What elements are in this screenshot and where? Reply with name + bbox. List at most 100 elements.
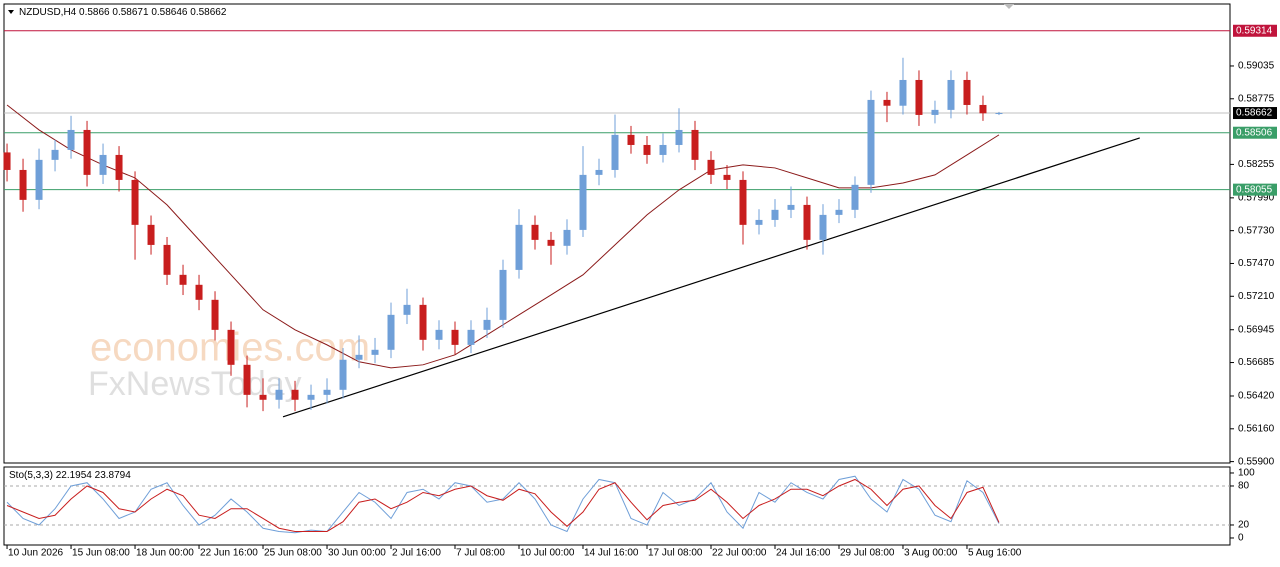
candle-body: [883, 99, 891, 106]
x-tick-label: 17 Jul 08:00: [648, 548, 703, 559]
price-tag: [1233, 107, 1277, 120]
candle-body: [35, 159, 43, 200]
candle-body: [547, 239, 555, 246]
y-tick-label: 0.56685: [1238, 357, 1275, 368]
level-label: 0.59314: [1236, 25, 1273, 36]
candle-body: [339, 359, 347, 390]
level-tag: [1233, 183, 1277, 196]
candle-body: [835, 209, 843, 215]
candle-body: [115, 154, 123, 180]
candle-body: [67, 129, 75, 150]
candle-body: [83, 129, 91, 175]
candle-body: [803, 204, 811, 240]
candle-body: [419, 304, 427, 340]
candle-body: [995, 113, 1003, 115]
y-tick-label: 0.57470: [1238, 258, 1275, 269]
candle-body: [291, 389, 299, 400]
y-tick-label: 0.56160: [1238, 423, 1275, 434]
candle-body: [739, 179, 747, 225]
candle-body: [227, 329, 235, 365]
x-tick-label: 24 Jul 16:00: [776, 548, 831, 559]
candle-body: [867, 99, 875, 185]
candle-body: [403, 304, 411, 315]
candle-body: [275, 389, 283, 400]
low: 0.58646: [151, 7, 188, 18]
candle-body: [723, 174, 731, 180]
candle-body: [515, 224, 523, 270]
stoch-line: [6, 478, 1000, 532]
x-tick-label: 3 Aug 00:00: [904, 548, 958, 559]
candle-body: [675, 129, 683, 145]
symbol: NZDUSD,H4: [19, 7, 77, 18]
trendline: [282, 137, 1140, 418]
high: 0.58671: [112, 7, 149, 18]
x-tick-label: 15 Jun 08:00: [72, 548, 130, 559]
candle-body: [819, 214, 827, 240]
stoch-tick-label: 20: [1238, 520, 1250, 531]
d-value: 23.8794: [95, 470, 132, 481]
menu-arrow[interactable]: [8, 10, 14, 14]
candle-body: [3, 152, 11, 170]
candle-body: [755, 219, 763, 225]
candle-body: [707, 159, 715, 175]
candle-body: [643, 144, 651, 155]
candle-body: [771, 209, 779, 220]
x-tick-label: 18 Jun 00:00: [136, 548, 194, 559]
candle-body: [963, 79, 971, 105]
candle-body: [19, 169, 27, 200]
stochastic-header: Sto(5,3,3) 22.1954 23.8794: [9, 470, 131, 481]
level-tag: [1233, 24, 1277, 37]
stoch-tick-label: 0: [1238, 533, 1244, 544]
candle-body: [787, 204, 795, 210]
candle-body: [131, 179, 139, 225]
candle-body: [691, 129, 699, 160]
candle-body: [659, 144, 667, 155]
x-tick-label: 22 Jun 16:00: [200, 548, 258, 559]
candle-body: [387, 314, 395, 350]
candle-body: [931, 109, 939, 115]
candle-body: [483, 319, 491, 330]
candle-body: [99, 154, 107, 175]
y-tick-label: 0.56945: [1238, 324, 1275, 335]
close: 0.58662: [190, 7, 227, 18]
candle-body: [243, 364, 251, 395]
candle-body: [451, 329, 459, 345]
candle-body: [531, 224, 539, 240]
candle-body: [899, 79, 907, 106]
x-tick-label: 10 Jun 2026: [8, 548, 63, 559]
y-tick-label: 0.58775: [1238, 93, 1275, 104]
candle-body: [947, 79, 955, 110]
x-tick-label: 22 Jul 00:00: [712, 548, 767, 559]
x-tick-label: 14 Jul 16:00: [584, 548, 639, 559]
candle-body: [179, 274, 187, 285]
watermark: FxNewsToday: [88, 365, 302, 403]
candle-body: [355, 354, 363, 360]
candle-body: [435, 329, 443, 340]
x-tick-label: 7 Jul 08:00: [456, 548, 505, 559]
candle-body: [627, 134, 635, 145]
stoch-tick-label: 80: [1238, 481, 1250, 492]
x-tick-label: 5 Aug 16:00: [968, 548, 1022, 559]
indicator-name: Sto(5,3,3): [9, 470, 53, 481]
level-label: 0.58055: [1236, 184, 1273, 195]
candle-body: [371, 349, 379, 355]
stoch-line: [6, 475, 1000, 534]
level-tag: [1233, 126, 1277, 139]
stochastic-panel: [3, 466, 1231, 546]
x-tick-label: 25 Jun 08:00: [264, 548, 322, 559]
price-label: 0.58662: [1236, 108, 1273, 119]
header: NZDUSD,H4 0.5866 0.58671 0.58646 0.58662: [19, 7, 227, 18]
y-tick-label: 0.58255: [1238, 159, 1275, 170]
y-tick-label: 0.55900: [1238, 456, 1275, 467]
candle-body: [563, 229, 571, 246]
candle-body: [595, 169, 603, 175]
open: 0.5866: [79, 7, 110, 18]
candle-body: [851, 184, 859, 210]
candle-body: [579, 174, 587, 230]
x-tick-label: 29 Jul 08:00: [840, 548, 895, 559]
y-tick-label: 0.56420: [1238, 391, 1275, 402]
x-tick-label: 30 Jun 00:00: [328, 548, 386, 559]
k-value: 22.1954: [56, 470, 93, 481]
